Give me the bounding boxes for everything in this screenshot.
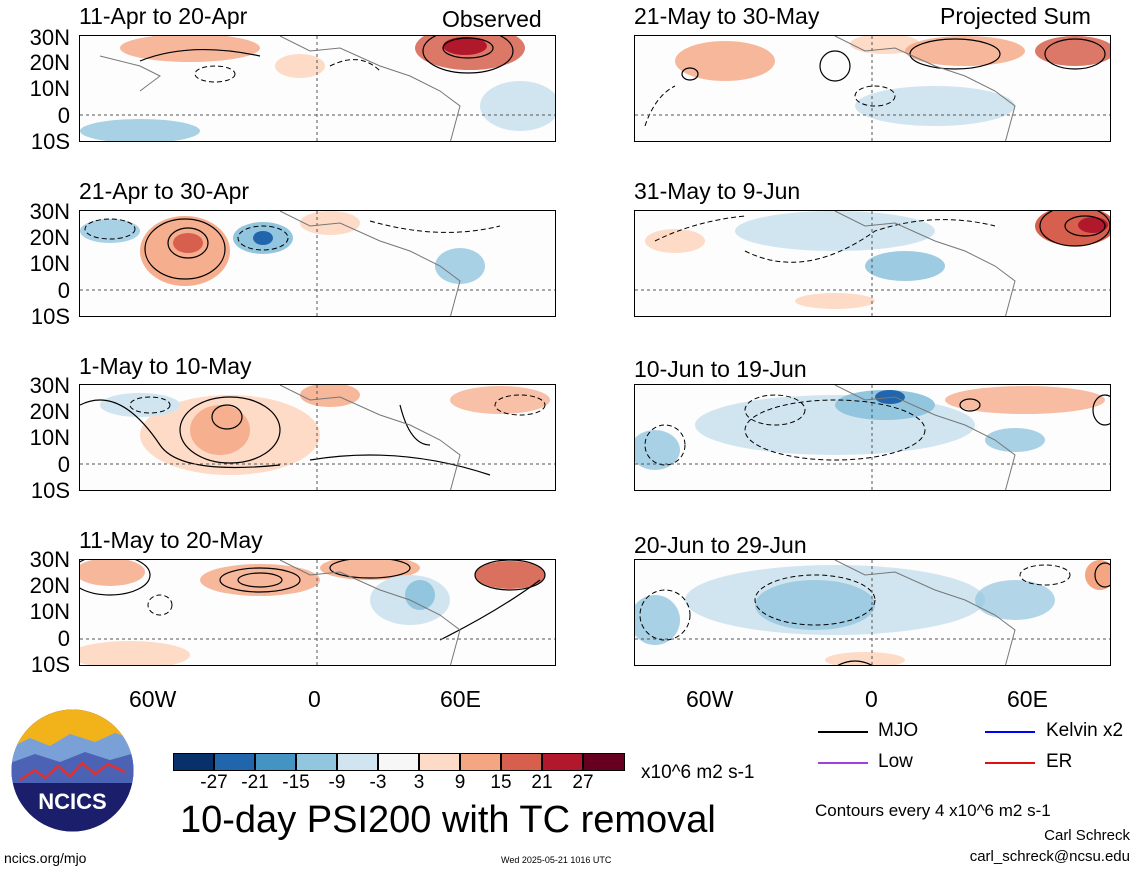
- colorbar-tick: 3: [413, 772, 425, 793]
- author-email[interactable]: carl_schreck@ncsu.edu: [969, 848, 1130, 865]
- map-panel-4: [79, 559, 556, 666]
- lat-label: 30N: [29, 547, 70, 572]
- lat-label: 10S: [30, 652, 70, 677]
- colorbar-tick: -21: [241, 772, 269, 793]
- map-panel-6: [634, 210, 1111, 317]
- colorbar-tick: 27: [572, 772, 594, 793]
- legend-line-kelvin: [985, 731, 1035, 733]
- legend-line-er: [985, 762, 1035, 764]
- lat-label: 20N: [29, 573, 70, 598]
- lat-label: 10S: [30, 478, 70, 503]
- legend-label-mjo: MJO: [878, 720, 919, 741]
- colorbar-swatch: [419, 753, 460, 771]
- lat-label: 20N: [29, 399, 70, 424]
- colorbar-swatch: [255, 753, 296, 771]
- lat-label: 10S: [30, 129, 70, 154]
- legend-line-mjo: [818, 731, 868, 733]
- legend-label-kelvin: Kelvin x2: [1046, 720, 1124, 741]
- lat-label: 30N: [29, 373, 70, 398]
- timestamp: Wed 2025-05-21 1016 UTC: [501, 855, 612, 865]
- colorbar-tick: -15: [282, 772, 310, 793]
- map-panel-1: [79, 35, 556, 142]
- panel-title-3: 1-May to 10-May: [79, 353, 252, 379]
- lat-label: 0: [57, 626, 70, 651]
- colorbar-tick: 21: [531, 772, 553, 793]
- panel-title-7: 10-Jun to 19-Jun: [634, 356, 807, 382]
- lon-label-60e: 60E: [440, 686, 481, 712]
- map-panel-3: [79, 384, 556, 491]
- observed-label: Observed: [442, 6, 542, 32]
- panel-title-2: 21-Apr to 30-Apr: [79, 178, 250, 204]
- main-title: 10-day PSI200 with TC removal: [180, 799, 716, 841]
- lat-label: 10N: [29, 599, 70, 624]
- author-name: Carl Schreck: [1044, 827, 1130, 844]
- projected-sum-label: Projected Sum: [940, 3, 1091, 29]
- colorbar-swatch: [542, 753, 583, 771]
- lon-label-60e: 60E: [1007, 686, 1048, 712]
- lon-label-60w: 60W: [686, 686, 734, 712]
- panel-title-8: 20-Jun to 29-Jun: [634, 532, 807, 558]
- colorbar-tick: 15: [490, 772, 512, 793]
- colorbar-tick: 9: [454, 772, 466, 793]
- colorbar-swatch: [296, 753, 337, 771]
- lat-label: 10N: [29, 76, 70, 101]
- colorbar-swatch: [583, 753, 625, 771]
- colorbar-swatch: [460, 753, 501, 771]
- colorbar-tick: -9: [328, 772, 346, 793]
- legend-label-low: Low: [878, 751, 913, 772]
- colorbar-swatch: [214, 753, 255, 771]
- lat-label: 10N: [29, 251, 70, 276]
- lat-label: 0: [57, 452, 70, 477]
- lat-label: 20N: [29, 225, 70, 250]
- lat-label: 30N: [29, 25, 70, 50]
- colorbar-units: x10^6 m2 s-1: [641, 762, 755, 783]
- lat-label: 0: [57, 278, 70, 303]
- lat-label: 20N: [29, 50, 70, 75]
- lon-label-60w: 60W: [129, 686, 177, 712]
- colorbar-tick: -27: [200, 772, 228, 793]
- panel-title-6: 31-May to 9-Jun: [634, 178, 801, 204]
- colorbar-swatch: [501, 753, 542, 771]
- colorbar-tick: -3: [369, 772, 387, 793]
- panel-title-5: 21-May to 30-May: [634, 3, 820, 29]
- lat-label: 30N: [29, 199, 70, 224]
- colorbar-swatch: [378, 753, 419, 771]
- lat-label: 10N: [29, 425, 70, 450]
- lon-label-0: 0: [308, 686, 321, 712]
- logo-text: NCICS: [38, 789, 106, 814]
- site-link[interactable]: ncics.org/mjo: [4, 850, 87, 866]
- contour-note: Contours every 4 x10^6 m2 s-1: [815, 801, 1051, 820]
- legend-label-er: ER: [1046, 751, 1073, 772]
- map-panel-5: [634, 35, 1111, 142]
- map-panel-2: [79, 210, 556, 317]
- panel-title-1: 11-Apr to 20-Apr: [79, 3, 248, 29]
- map-panel-8: [634, 559, 1111, 666]
- lat-label: 10S: [30, 304, 70, 329]
- panel-title-4: 11-May to 20-May: [79, 527, 263, 553]
- lat-label: 0: [57, 103, 70, 128]
- colorbar-swatch: [173, 753, 214, 771]
- map-panel-7: [634, 384, 1111, 491]
- lon-label-0: 0: [865, 686, 878, 712]
- colorbar-swatch: [337, 753, 378, 771]
- legend-line-low: [818, 762, 868, 764]
- ncics-logo: NCICS: [10, 708, 135, 833]
